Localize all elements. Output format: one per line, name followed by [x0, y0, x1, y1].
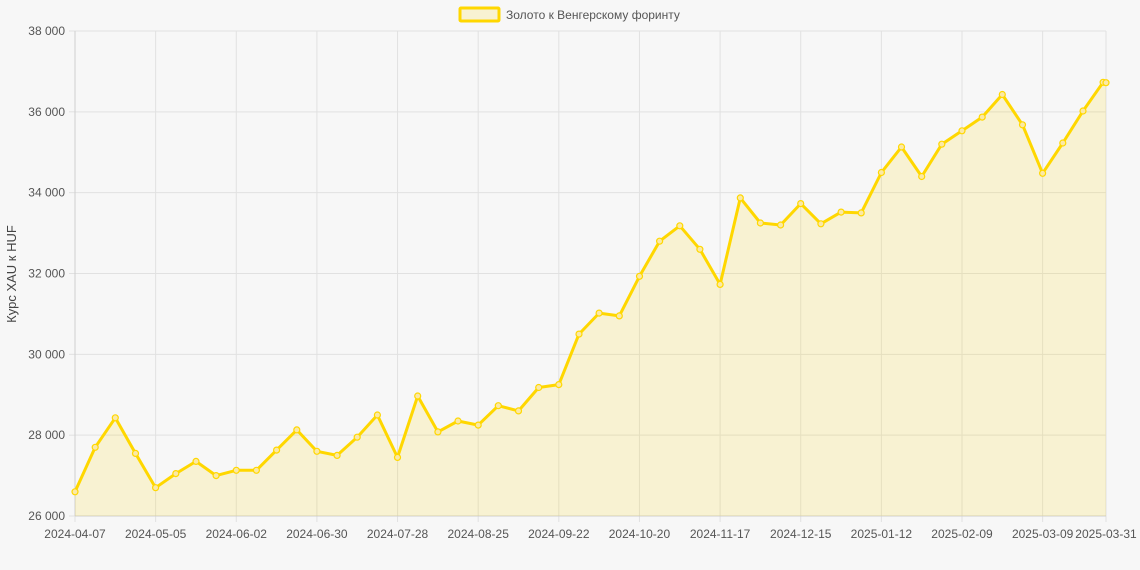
data-point[interactable] — [776, 221, 785, 229]
x-tick-label: 2025-01-12 — [851, 527, 913, 541]
data-point[interactable] — [958, 127, 966, 135]
data-point[interactable] — [696, 245, 704, 253]
data-point[interactable] — [595, 309, 603, 317]
data-point[interactable] — [635, 272, 644, 280]
y-tick-label: 26 000 — [28, 509, 65, 523]
data-point[interactable] — [575, 330, 583, 338]
data-point[interactable] — [313, 447, 321, 455]
legend-swatch — [458, 6, 501, 23]
y-tick-label: 34 000 — [28, 186, 65, 200]
data-point[interactable] — [857, 209, 865, 217]
data-point[interactable] — [897, 143, 906, 151]
data-point[interactable] — [877, 168, 886, 177]
data-point[interactable] — [1018, 121, 1027, 129]
data-point[interactable] — [273, 446, 281, 454]
data-point[interactable] — [514, 407, 523, 415]
legend[interactable]: Золото к Венгерскому форинту — [458, 6, 680, 23]
data-point[interactable] — [474, 421, 482, 429]
data-point[interactable] — [918, 172, 926, 181]
data-point[interactable] — [817, 220, 825, 228]
x-tick-label: 2024-05-05 — [125, 527, 187, 541]
data-points — [71, 78, 1110, 496]
y-tick-label: 28 000 — [28, 428, 65, 442]
x-tick-label: 2024-08-25 — [447, 527, 509, 541]
gridlines — [69, 30, 1107, 522]
x-tick-label: 2024-06-30 — [286, 527, 348, 541]
y-tick-label: 30 000 — [28, 347, 65, 361]
x-tick-label: 2025-03-31 — [1075, 527, 1137, 541]
data-point[interactable] — [676, 222, 684, 230]
y-axis-title: Курс XAU к HUF — [4, 225, 19, 323]
y-tick-label: 36 000 — [28, 105, 65, 119]
x-tick-label: 2024-12-15 — [770, 527, 832, 541]
data-point[interactable] — [212, 472, 220, 480]
data-point[interactable] — [293, 426, 301, 434]
data-point[interactable] — [373, 411, 381, 419]
data-point[interactable] — [1038, 169, 1047, 177]
y-tick-label: 32 000 — [28, 267, 65, 281]
data-point[interactable] — [655, 237, 664, 245]
x-tick-label: 2024-04-07 — [44, 527, 106, 541]
data-point[interactable] — [393, 453, 402, 461]
data-point[interactable] — [716, 280, 724, 288]
y-tick-label: 38 000 — [28, 24, 65, 38]
x-tick-label: 2024-06-02 — [206, 527, 268, 541]
series-area — [75, 82, 1106, 517]
y-axis-ticks: 26 000 28 000 30 000 32 000 34 000 36 000 38 0… — [28, 24, 65, 523]
x-tick-label: 2024-07-28 — [367, 527, 429, 541]
data-point[interactable] — [938, 140, 946, 148]
data-point[interactable] — [71, 488, 79, 496]
data-point[interactable] — [535, 383, 543, 392]
data-point[interactable] — [736, 194, 744, 202]
data-point[interactable] — [91, 443, 99, 451]
data-point[interactable] — [353, 433, 361, 441]
x-tick-label: 2025-02-09 — [931, 527, 993, 541]
x-axis-ticks: 2024-04-07 2024-05-05 2024-06-02 2024-06-30… — [44, 527, 1137, 541]
data-point[interactable] — [152, 484, 160, 492]
data-point[interactable] — [756, 219, 765, 227]
legend-label: Золото к Венгерскому форинту — [506, 8, 680, 22]
area-fill — [75, 82, 1106, 517]
data-point[interactable] — [1079, 107, 1087, 115]
x-tick-label: 2025-03-09 — [1012, 527, 1074, 541]
data-point[interactable] — [192, 457, 200, 465]
x-tick-label: 2024-11-17 — [690, 527, 751, 541]
data-point[interactable] — [494, 402, 502, 410]
data-point[interactable] — [434, 428, 442, 436]
data-point[interactable] — [1059, 139, 1067, 147]
data-point[interactable] — [615, 312, 623, 320]
data-point[interactable] — [1102, 79, 1110, 87]
data-point[interactable] — [172, 470, 180, 478]
data-point[interactable] — [797, 200, 805, 208]
data-point[interactable] — [555, 381, 563, 389]
data-point[interactable] — [978, 113, 986, 121]
data-point[interactable] — [414, 392, 422, 400]
data-point[interactable] — [232, 466, 240, 474]
data-point[interactable] — [333, 451, 341, 459]
data-point[interactable] — [837, 208, 845, 216]
data-point[interactable] — [252, 466, 260, 474]
data-point[interactable] — [454, 417, 462, 425]
data-point[interactable] — [998, 90, 1006, 99]
x-tick-label: 2024-09-22 — [528, 527, 590, 541]
x-tick-label: 2024-10-20 — [609, 527, 671, 541]
data-point[interactable] — [111, 414, 119, 422]
data-point[interactable] — [131, 449, 140, 457]
